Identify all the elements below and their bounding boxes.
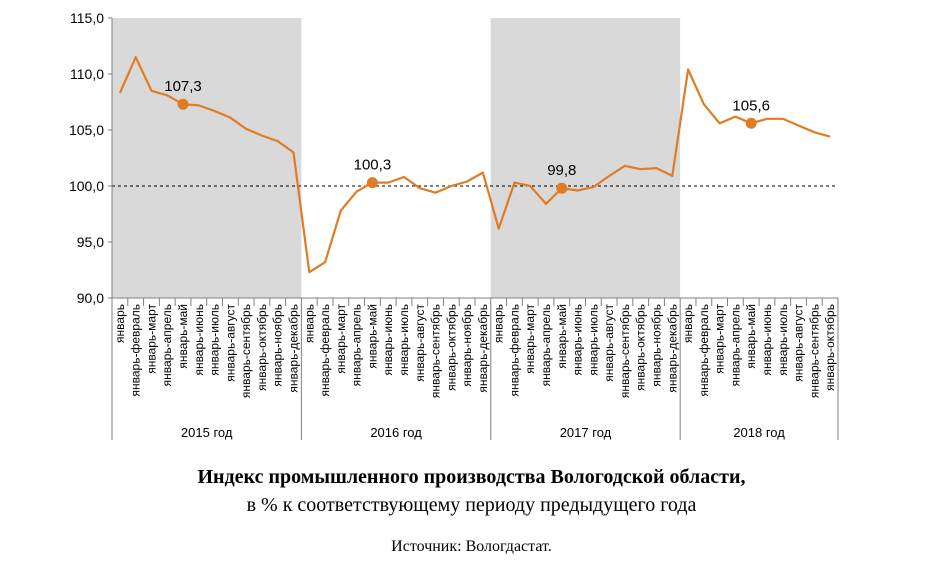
highlight-point [366,177,378,189]
x-category-label: январь-сентябрь [618,304,632,398]
year-shade-band [490,18,681,298]
x-category-label: январь-июнь [381,304,395,376]
x-category-label: январь-май [365,304,379,369]
x-category-label: январь-март [334,304,348,374]
x-category-label: январь-август [413,303,427,381]
x-category-label: январь-июль [586,304,600,376]
x-category-label: январь-август [792,303,806,381]
x-category-label: январь-февраль [318,304,332,396]
x-category-label: январь-июнь [760,304,774,376]
highlight-point [556,182,568,194]
x-category-label: январь-февраль [129,304,143,396]
x-category-label: январь-май [744,304,758,369]
y-tick-label: 95,0 [77,234,104,250]
x-category-label: январь-август [602,303,616,381]
x-category-label: январь-сентябрь [239,304,253,398]
highlight-point [745,117,757,129]
x-category-label: январь-март [144,304,158,374]
x-category-label: январь [113,304,127,343]
x-category-label: январь [681,304,695,343]
x-category-label: январь-август [223,303,237,381]
chart-subtitle: в % к соответствующему периоду предыдуще… [246,494,697,516]
x-category-label: январь-июль [776,304,790,376]
chart-title: Индекс промышленного производства Волого… [197,466,746,488]
year-group-label: 2017 год [560,425,612,440]
x-category-label: январь-октябрь [823,304,837,391]
y-tick-label: 90,0 [77,290,104,306]
x-category-label: январь-июль [208,304,222,376]
year-group-label: 2015 год [181,425,233,440]
x-category-label: январь-сентябрь [429,304,443,398]
chart-source: Источник: Вологдастат. [391,538,552,555]
x-category-label: январь-апрель [160,304,174,386]
y-tick-label: 100,0 [69,178,104,194]
x-category-label: январь-февраль [697,304,711,396]
year-group-label: 2018 год [733,425,785,440]
x-category-label: январь-июнь [192,304,206,376]
year-shade-band [112,18,302,298]
x-category-label: январь-июнь [571,304,585,376]
highlight-value-label: 99,8 [547,162,576,179]
x-category-label: январь-март [713,304,727,374]
x-category-label: январь-декабрь [287,304,301,393]
x-category-label: январь-октябрь [255,304,269,391]
x-category-label: январь-ноябрь [271,304,285,387]
x-category-label: январь [302,304,316,343]
x-category-label: январь-декабрь [476,304,490,393]
x-category-label: январь-март [523,304,537,374]
x-category-label: январь [492,304,506,343]
x-category-label: январь-декабрь [665,304,679,393]
highlight-value-label: 107,3 [164,78,202,95]
highlight-value-label: 100,3 [354,157,392,174]
year-group-label: 2016 год [370,425,422,440]
x-category-label: январь-апрель [350,304,364,386]
y-tick-label: 115,0 [70,10,104,26]
x-category-label: январь-май [176,304,190,369]
highlight-value-label: 105,6 [732,97,770,114]
x-category-label: январь-июль [397,304,411,376]
y-tick-label: 105,0 [69,122,104,138]
series-line [118,56,831,274]
x-category-label: январь-апрель [539,304,553,386]
x-category-label: январь-февраль [507,304,521,396]
x-category-label: январь-ноябрь [460,304,474,387]
y-tick-label: 110,0 [70,66,104,82]
highlight-point [177,98,189,110]
x-category-label: январь-ноябрь [650,304,664,387]
x-category-label: январь-октябрь [634,304,648,391]
x-category-label: январь-май [555,304,569,369]
x-category-label: январь-октябрь [444,304,458,391]
x-category-label: январь-апрель [728,304,742,386]
x-category-label: январь-сентябрь [807,304,821,398]
